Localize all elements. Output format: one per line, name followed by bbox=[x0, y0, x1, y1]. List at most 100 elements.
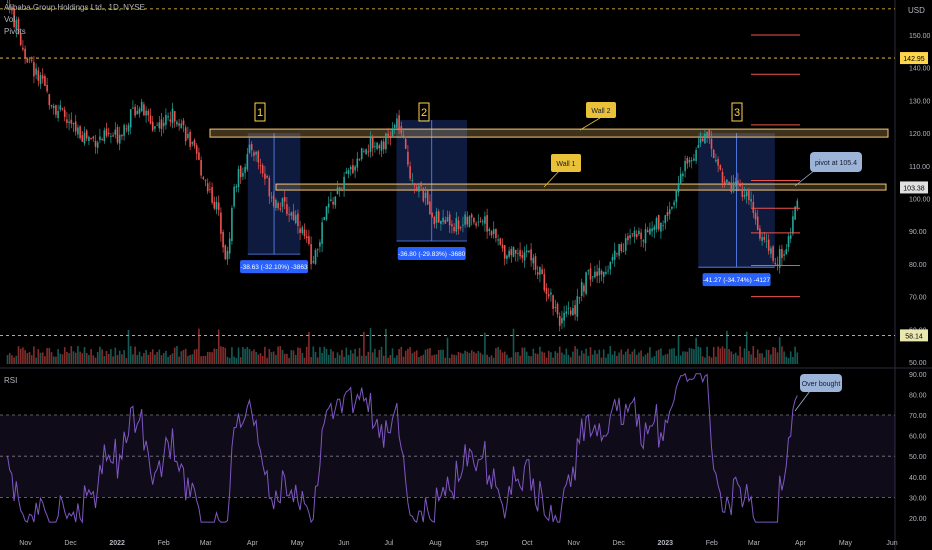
candle-body bbox=[721, 171, 724, 183]
volume-bar bbox=[534, 353, 537, 364]
candle-body bbox=[787, 236, 790, 248]
volume-bar bbox=[283, 353, 286, 364]
candle-body bbox=[145, 110, 147, 116]
volume-bar bbox=[541, 351, 543, 364]
candle-body bbox=[607, 270, 609, 272]
volume-bar bbox=[272, 351, 275, 364]
volume-bar bbox=[723, 348, 726, 364]
y-tick-label: 140.00 bbox=[909, 66, 931, 73]
volume-bar bbox=[583, 353, 585, 364]
candle-body bbox=[765, 240, 768, 242]
x-tick-label: Dec bbox=[64, 540, 77, 547]
candle-body bbox=[585, 272, 587, 294]
candle-body bbox=[448, 214, 451, 226]
rsi-tick-label: 20.00 bbox=[909, 516, 927, 523]
candle-body bbox=[374, 146, 376, 148]
x-tick-label: Nov bbox=[567, 540, 580, 547]
candle-body bbox=[180, 123, 183, 129]
candle-body bbox=[596, 271, 598, 277]
candle-body bbox=[510, 248, 513, 256]
volume-bar bbox=[688, 348, 691, 364]
candle-body bbox=[147, 110, 150, 116]
volume-bar bbox=[578, 355, 581, 364]
volume-bar bbox=[158, 349, 161, 364]
candle-body bbox=[635, 234, 638, 238]
candle-body bbox=[583, 285, 585, 292]
candle-body bbox=[48, 94, 51, 106]
volume-bar bbox=[151, 349, 154, 364]
volume-bar bbox=[609, 346, 612, 364]
candle-body bbox=[319, 242, 321, 247]
candle-body bbox=[409, 166, 411, 179]
candle-body bbox=[561, 318, 563, 324]
volume-bar bbox=[81, 353, 84, 364]
volume-bar bbox=[147, 354, 150, 364]
candle-body bbox=[690, 160, 693, 161]
candle-body bbox=[246, 153, 249, 170]
candle-body bbox=[783, 254, 785, 256]
candle-body bbox=[591, 276, 594, 278]
volume-bar bbox=[640, 350, 642, 364]
volume-bar bbox=[184, 348, 187, 364]
volume-bar bbox=[429, 347, 431, 364]
candle-body bbox=[508, 250, 510, 257]
volume-bar bbox=[198, 328, 200, 364]
wave-number-box bbox=[731, 102, 743, 122]
volume-bar bbox=[554, 351, 557, 364]
volume-bar bbox=[48, 348, 51, 364]
volume-bar bbox=[778, 337, 781, 364]
volume-bar bbox=[396, 355, 398, 364]
volume-bar bbox=[547, 350, 550, 364]
candle-body bbox=[360, 148, 363, 160]
candle-body bbox=[233, 186, 235, 207]
candle-body bbox=[371, 136, 374, 149]
wave-number: 1 bbox=[257, 107, 263, 119]
candle-body bbox=[662, 225, 664, 227]
volume-bar bbox=[521, 347, 524, 364]
candle-body bbox=[479, 221, 482, 222]
rsi-tick-label: 80.00 bbox=[909, 392, 927, 399]
x-tick-label: Oct bbox=[522, 540, 533, 547]
volume-bar bbox=[413, 351, 416, 364]
volume-bar bbox=[145, 349, 147, 364]
volume-bar bbox=[455, 355, 458, 364]
volume-bar bbox=[627, 348, 629, 364]
candle-body bbox=[253, 152, 255, 156]
callout-wall1-text: Wall 1 bbox=[556, 161, 575, 168]
candle-body bbox=[195, 145, 198, 154]
candle-body bbox=[567, 308, 570, 310]
volume-bar bbox=[118, 350, 121, 364]
candle-body bbox=[385, 133, 387, 150]
candle-body bbox=[679, 173, 682, 184]
volume-bar bbox=[651, 357, 653, 364]
volume-bar bbox=[160, 355, 163, 364]
candle-body bbox=[143, 104, 145, 116]
volume-bar bbox=[391, 348, 394, 364]
candle-body bbox=[24, 48, 26, 58]
candle-body bbox=[314, 250, 317, 264]
candle-body bbox=[279, 208, 282, 210]
volume-bar bbox=[710, 357, 713, 364]
volume-bar bbox=[600, 357, 603, 364]
x-tick-label: Mar bbox=[200, 540, 213, 547]
candle-body bbox=[198, 152, 200, 160]
volume-bar bbox=[719, 348, 722, 364]
candle-body bbox=[121, 135, 123, 137]
candle-body bbox=[462, 224, 464, 226]
candle-body bbox=[268, 177, 271, 197]
candle-body bbox=[63, 109, 66, 117]
candle-body bbox=[11, 7, 13, 11]
x-tick-label: Dec bbox=[612, 540, 625, 547]
candle-body bbox=[433, 216, 436, 225]
candle-body bbox=[349, 166, 352, 170]
volume-bar bbox=[470, 350, 473, 364]
volume-bar bbox=[512, 328, 515, 364]
volume-bar bbox=[745, 331, 748, 364]
candle-body bbox=[110, 136, 112, 137]
volume-bar bbox=[605, 357, 607, 364]
candle-body bbox=[594, 271, 596, 278]
candle-body bbox=[697, 145, 700, 148]
candle-body bbox=[13, 10, 15, 28]
candle-body bbox=[622, 250, 625, 252]
